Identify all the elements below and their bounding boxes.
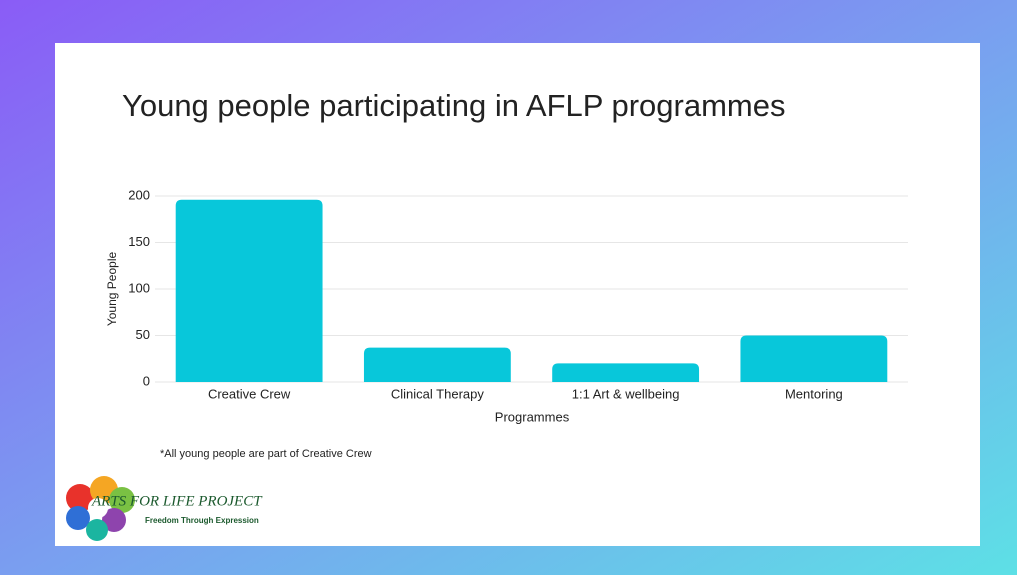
x-tick-label: Mentoring	[785, 386, 843, 401]
logo-center	[88, 498, 108, 518]
x-tick-label: Creative Crew	[208, 386, 291, 401]
logo-name: ARTS FOR LIFE PROJECT	[91, 493, 263, 509]
bar	[363, 347, 511, 382]
footnote: *All young people are part of Creative C…	[160, 448, 372, 460]
bar	[175, 199, 323, 382]
logo-petal	[86, 519, 108, 541]
logo-petal	[66, 484, 94, 512]
bar	[552, 363, 700, 382]
y-tick-label: 50	[136, 327, 150, 342]
x-tick-label: Clinical Therapy	[391, 386, 484, 401]
chart-title: Young people participating in AFLP progr…	[122, 88, 786, 123]
logo-heart	[66, 476, 135, 541]
logo-tagline: Freedom Through Expression	[145, 516, 259, 525]
y-tick-label: 100	[128, 280, 150, 295]
x-tick-label: 1:1 Art & wellbeing	[572, 386, 680, 401]
y-tick-label: 150	[128, 234, 150, 249]
y-axis-label: Young People	[105, 252, 119, 327]
y-tick-label: 0	[143, 373, 150, 388]
logo-petal	[109, 487, 135, 513]
logo-petal	[102, 508, 126, 532]
bar	[740, 335, 888, 382]
x-axis-label: Programmes	[495, 409, 570, 424]
logo-petal	[66, 506, 90, 530]
y-tick-label: 200	[128, 187, 150, 202]
